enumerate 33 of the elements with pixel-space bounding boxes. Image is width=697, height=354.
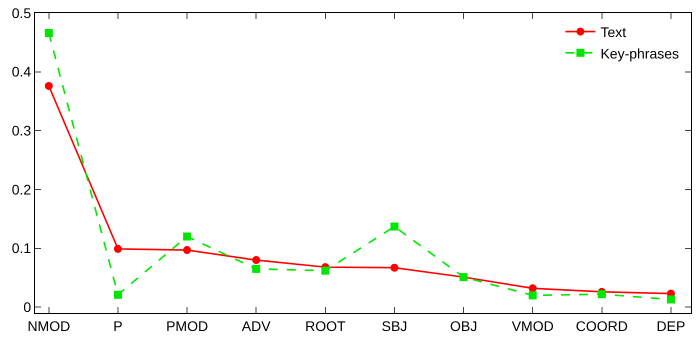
point bbox=[390, 264, 398, 272]
point bbox=[183, 232, 192, 241]
y-tick-label: 0.3 bbox=[12, 122, 32, 139]
x-tick-label: P bbox=[113, 318, 123, 334]
point bbox=[252, 256, 260, 264]
y-tick-label: 0.4 bbox=[12, 64, 32, 80]
y-tick-label: 0 bbox=[23, 299, 32, 316]
x-tick-label: NMOD bbox=[27, 318, 70, 334]
x-tick-label: ADV bbox=[242, 318, 272, 334]
x-tick-label: COORD bbox=[576, 318, 628, 334]
point bbox=[390, 222, 398, 231]
point bbox=[528, 291, 537, 300]
x-tick-label: PMOD bbox=[166, 318, 208, 334]
point bbox=[321, 266, 330, 275]
x-tick-label: ROOT bbox=[305, 318, 346, 334]
y-tick-label: 0.1 bbox=[12, 240, 32, 256]
point bbox=[114, 290, 122, 299]
point bbox=[528, 284, 537, 292]
x-tick-label: SBJ bbox=[382, 318, 408, 334]
legend-label: Key-phrases bbox=[600, 45, 680, 62]
y-tick-label: 0.2 bbox=[12, 181, 32, 198]
legend-label: Text bbox=[600, 24, 626, 40]
x-tick-label: OBJ bbox=[450, 318, 478, 334]
x-tick-label: DEP bbox=[656, 318, 686, 334]
point bbox=[44, 29, 53, 37]
point bbox=[114, 244, 122, 253]
point bbox=[183, 246, 192, 254]
point bbox=[44, 82, 53, 90]
point bbox=[252, 264, 260, 273]
point bbox=[598, 290, 606, 298]
x-tick-label: VMOD bbox=[512, 318, 554, 334]
point bbox=[666, 295, 675, 304]
y-tick-label: 0.5 bbox=[12, 4, 32, 21]
